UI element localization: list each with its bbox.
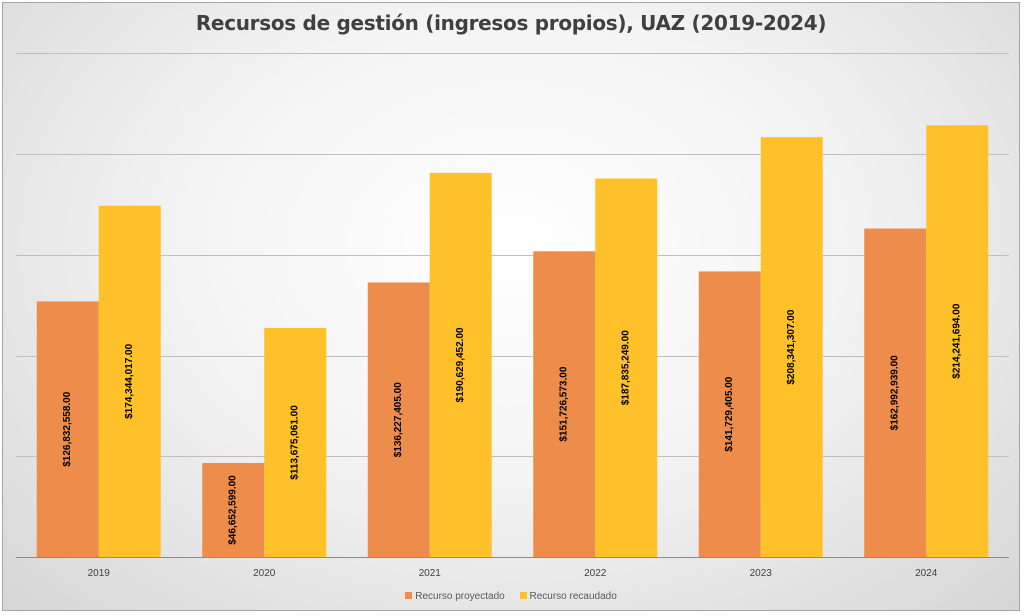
x-tick-label: 2019 bbox=[88, 568, 111, 579]
data-label: $174,344,017.00 bbox=[124, 343, 135, 419]
x-tick-label: 2021 bbox=[419, 568, 442, 579]
bar bbox=[367, 282, 430, 557]
bar bbox=[36, 301, 99, 557]
legend-label-proyectado: Recurso proyectado bbox=[415, 591, 505, 602]
data-label: $214,241,694.00 bbox=[952, 303, 963, 379]
bar bbox=[926, 125, 989, 558]
data-label: $190,629,452.00 bbox=[455, 327, 466, 403]
bar bbox=[202, 462, 265, 557]
x-tick-label: 2023 bbox=[750, 568, 773, 579]
data-label: $46,652,599.00 bbox=[228, 475, 239, 545]
legend-item-proyectado: Recurso proyectado bbox=[405, 591, 505, 602]
x-tick-label: 2020 bbox=[253, 568, 276, 579]
legend-swatch-recaudado bbox=[519, 592, 527, 599]
bar bbox=[429, 172, 492, 557]
bar bbox=[595, 178, 658, 558]
data-label: $162,992,939.00 bbox=[890, 355, 901, 431]
data-label: $126,832,558.00 bbox=[62, 391, 73, 467]
data-label: $113,675,061.00 bbox=[290, 405, 301, 480]
legend-item-recaudado: Recurso recaudado bbox=[519, 591, 617, 602]
data-label: $151,726,573.00 bbox=[559, 366, 570, 442]
chart-title: Recursos de gestión (ingresos propios), … bbox=[195, 11, 827, 35]
data-label: $136,227,405.00 bbox=[393, 382, 404, 458]
x-tick-label: 2024 bbox=[915, 568, 938, 579]
bar bbox=[533, 251, 596, 558]
chart-legend: Recurso proyectado Recurso recaudado bbox=[3, 591, 1019, 602]
x-tick-label: 2022 bbox=[584, 568, 607, 579]
bar bbox=[264, 327, 327, 557]
legend-swatch-proyectado bbox=[405, 592, 413, 599]
data-label: $141,729,405.00 bbox=[724, 376, 735, 452]
bar bbox=[98, 205, 161, 557]
bar bbox=[760, 137, 823, 557]
data-label: $187,835,249.00 bbox=[621, 330, 632, 406]
bar-chart: $126,832,558.00 $174,344,017.00 2019 $46,65… bbox=[16, 53, 1009, 579]
bar bbox=[698, 271, 761, 557]
data-label: $208,341,307.00 bbox=[786, 309, 797, 385]
legend-label-recaudado: Recurso recaudado bbox=[529, 591, 617, 602]
bar bbox=[864, 228, 927, 558]
